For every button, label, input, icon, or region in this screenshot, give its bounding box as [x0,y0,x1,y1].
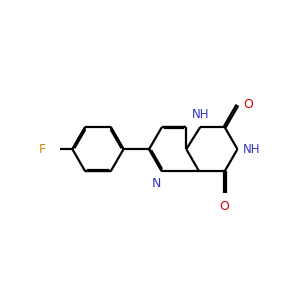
Text: N: N [152,177,161,190]
Text: O: O [220,200,230,213]
Text: NH: NH [243,143,261,156]
Text: O: O [243,98,253,112]
Text: F: F [38,143,46,156]
Text: NH: NH [191,108,209,121]
